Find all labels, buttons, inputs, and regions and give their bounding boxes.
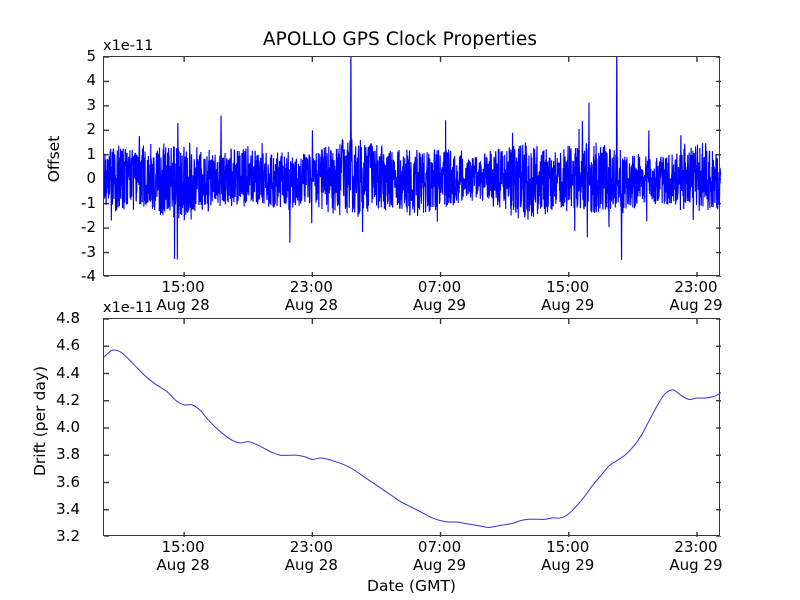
offset-y-axis-label: Offset bbox=[45, 135, 63, 183]
offset-y-multiplier: x1e-11 bbox=[103, 38, 154, 54]
xtick-label: 15:00 Aug 28 bbox=[156, 278, 210, 314]
offset-ytick-labels: -4 -3 -2 -1 0 1 2 3 4 5 bbox=[40, 47, 96, 285]
ytick-label: 4 bbox=[86, 71, 96, 90]
xtick-label: 23:00 Aug 28 bbox=[284, 538, 338, 574]
drift-xtick-labels: 15:00 Aug 28 23:00 Aug 28 07:00 Aug 29 15:00 Au… bbox=[103, 538, 723, 584]
ytick-label: 3 bbox=[86, 95, 96, 114]
xtick-label: 23:00 Aug 29 bbox=[669, 538, 723, 574]
ytick-label: 3.6 bbox=[56, 472, 80, 491]
drift-plot-svg bbox=[104, 319, 721, 537]
drift-plot-area bbox=[103, 318, 721, 537]
ytick-label: 3.8 bbox=[56, 445, 80, 464]
ytick-label: 4.6 bbox=[56, 336, 80, 355]
xtick-label: 07:00 Aug 29 bbox=[412, 278, 467, 314]
offset-xtick-labels: 15:00 Aug 28 23:00 Aug 28 07:00 Aug 29 15:00 Au… bbox=[103, 278, 723, 324]
ytick-label: 3.2 bbox=[56, 527, 80, 545]
ytick-label: 2 bbox=[86, 120, 96, 139]
ytick-label: 3.4 bbox=[56, 499, 80, 518]
offset-plot-svg bbox=[104, 57, 721, 277]
xtick-label: 23:00 Aug 28 bbox=[284, 278, 338, 314]
offset-data-line bbox=[104, 57, 721, 260]
xtick-label: 07:00 Aug 29 bbox=[412, 538, 467, 574]
ytick-label: -2 bbox=[81, 218, 96, 237]
drift-y-multiplier: x1e-11 bbox=[103, 300, 154, 316]
drift-ytick-labels: 3.2 3.4 3.6 3.8 4.0 4.2 4.4 4.6 4.8 bbox=[24, 309, 80, 545]
ytick-label: -3 bbox=[81, 242, 96, 261]
ytick-label: 4.0 bbox=[56, 418, 80, 436]
ytick-label: -4 bbox=[81, 267, 96, 285]
xtick-label: 23:00 Aug 29 bbox=[669, 278, 723, 314]
ytick-label: 1 bbox=[86, 144, 96, 163]
offset-plot-area bbox=[103, 56, 721, 277]
xtick-label: 15:00 Aug 29 bbox=[541, 538, 595, 574]
ytick-label: -1 bbox=[81, 193, 96, 212]
xtick-label: 15:00 Aug 29 bbox=[541, 278, 595, 314]
ytick-label: 5 bbox=[86, 47, 96, 65]
drift-x-axis-label: Date (GMT) bbox=[367, 577, 456, 595]
drift-data-line bbox=[104, 349, 721, 528]
ytick-label: 4.4 bbox=[56, 363, 80, 382]
ytick-label: 4.8 bbox=[56, 309, 80, 327]
drift-y-axis-label: Drift (per day) bbox=[31, 365, 49, 477]
ytick-label: 0 bbox=[86, 169, 96, 188]
figure-title: APOLLO GPS Clock Properties bbox=[262, 29, 538, 50]
xtick-label: 15:00 Aug 28 bbox=[156, 538, 210, 574]
ytick-label: 4.2 bbox=[56, 390, 80, 409]
